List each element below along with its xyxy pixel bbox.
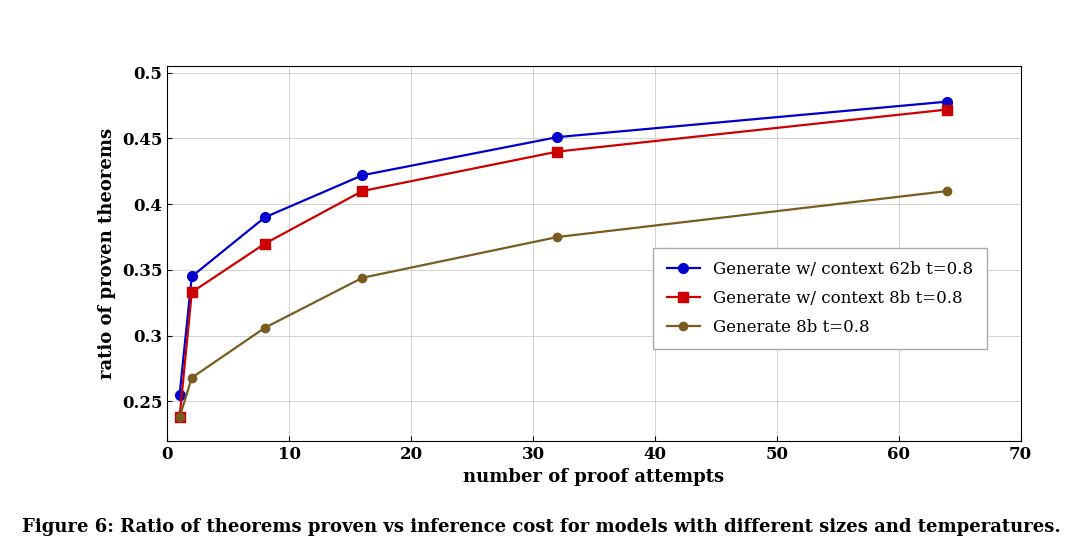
- Generate w/ context 62b t=0.8: [186, 273, 199, 280]
- Legend: Generate w/ context 62b t=0.8, Generate w/ context 8b t=0.8, Generate 8b t=0.8: Generate w/ context 62b t=0.8, Generate …: [653, 248, 987, 349]
- Generate 8b t=0.8: [356, 274, 369, 281]
- Generate w/ context 8b t=0.8: [186, 289, 199, 295]
- Generate w/ context 8b t=0.8: [941, 106, 954, 113]
- Generate w/ context 62b t=0.8: [356, 172, 369, 179]
- Y-axis label: ratio of proven theorems: ratio of proven theorems: [98, 128, 117, 379]
- Generate 8b t=0.8: [941, 188, 954, 195]
- Line: Generate w/ context 8b t=0.8: Generate w/ context 8b t=0.8: [175, 105, 953, 422]
- Generate w/ context 62b t=0.8: [173, 391, 186, 398]
- Generate w/ context 8b t=0.8: [173, 414, 186, 420]
- Generate w/ context 8b t=0.8: [551, 148, 564, 155]
- Generate 8b t=0.8: [186, 374, 199, 381]
- Generate w/ context 8b t=0.8: [356, 188, 369, 195]
- Generate 8b t=0.8: [173, 414, 186, 420]
- X-axis label: number of proof attempts: number of proof attempts: [463, 468, 725, 486]
- Generate w/ context 62b t=0.8: [258, 214, 271, 220]
- Line: Generate 8b t=0.8: Generate 8b t=0.8: [175, 187, 951, 422]
- Generate w/ context 8b t=0.8: [258, 240, 271, 247]
- Generate 8b t=0.8: [258, 325, 271, 331]
- Line: Generate w/ context 62b t=0.8: Generate w/ context 62b t=0.8: [175, 97, 953, 399]
- Text: Figure 6: Ratio of theorems proven vs inference cost for models with different s: Figure 6: Ratio of theorems proven vs in…: [22, 518, 1061, 536]
- Generate w/ context 62b t=0.8: [551, 134, 564, 141]
- Generate 8b t=0.8: [551, 234, 564, 240]
- Generate w/ context 62b t=0.8: [941, 98, 954, 105]
